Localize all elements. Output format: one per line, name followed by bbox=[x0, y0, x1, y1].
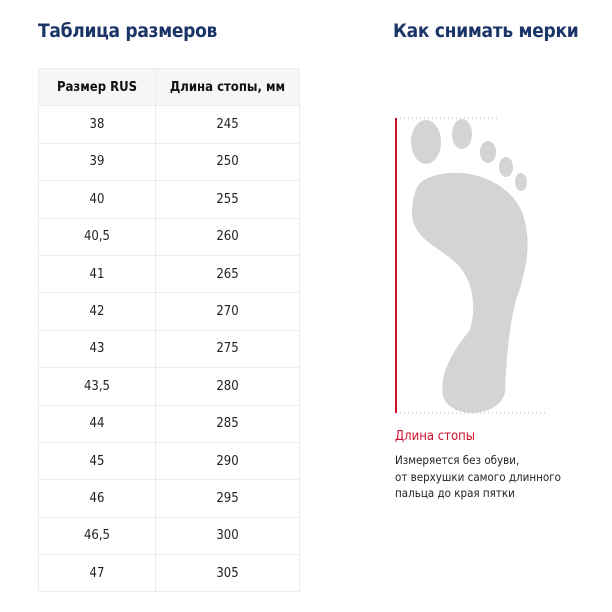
length-cell: 275 bbox=[155, 329, 300, 369]
table-row: 40 255 bbox=[38, 180, 300, 219]
foot-sole bbox=[411, 172, 528, 413]
size-cell: 42 bbox=[38, 292, 156, 331]
toe-3 bbox=[480, 141, 496, 163]
description-line: пальца до края пятки bbox=[395, 486, 515, 500]
table-row: 45 290 bbox=[38, 441, 300, 481]
size-cell: 45 bbox=[38, 441, 156, 481]
description-line: Измеряется без обуви, bbox=[395, 453, 520, 467]
length-cell: 285 bbox=[155, 404, 300, 443]
description-line: от верхушки самого длинного bbox=[395, 469, 561, 484]
toe-5 bbox=[515, 173, 527, 191]
size-table: Размер RUS Длина стопы, мм 38 245 39 250 40 2… bbox=[38, 67, 300, 593]
length-cell: 300 bbox=[155, 516, 300, 556]
size-cell: 43,5 bbox=[38, 367, 156, 406]
size-cell: 47 bbox=[38, 554, 156, 593]
length-cell: 250 bbox=[155, 142, 300, 182]
column-header-length: Длина стопы, мм bbox=[155, 67, 300, 107]
table-row: 41 265 bbox=[38, 254, 300, 294]
table-row: 43,5 280 bbox=[38, 367, 300, 406]
measure-title: Как снимать мерки bbox=[393, 20, 579, 42]
size-table-title: Таблица размеров bbox=[38, 20, 218, 42]
length-cell: 245 bbox=[155, 105, 300, 144]
size-cell: 41 bbox=[38, 254, 156, 294]
foot-length-label: Длина стопы bbox=[395, 429, 476, 444]
table-row: 40,5 260 bbox=[38, 217, 300, 256]
size-cell: 40 bbox=[38, 180, 156, 219]
size-cell: 44 bbox=[38, 404, 156, 443]
table-row: 47 305 bbox=[38, 554, 300, 593]
toe-4 bbox=[499, 157, 513, 177]
big-toe bbox=[411, 120, 441, 164]
size-cell: 46,5 bbox=[38, 516, 156, 556]
toe-2 bbox=[452, 119, 472, 149]
table-row: 39 250 bbox=[38, 142, 300, 182]
table-header-row: Размер RUS Длина стопы, мм bbox=[38, 67, 300, 107]
length-cell: 270 bbox=[155, 292, 300, 331]
table-row: 44 285 bbox=[38, 404, 300, 443]
length-cell: 265 bbox=[155, 254, 300, 294]
table-row: 43 275 bbox=[38, 329, 300, 369]
size-cell: 39 bbox=[38, 142, 156, 182]
table-row: 42 270 bbox=[38, 292, 300, 331]
column-header-size: Размер RUS bbox=[38, 67, 156, 107]
length-cell: 295 bbox=[155, 479, 300, 518]
table-row: 46,5 300 bbox=[38, 516, 300, 556]
length-cell: 290 bbox=[155, 441, 300, 481]
length-cell: 280 bbox=[155, 367, 300, 406]
size-cell: 43 bbox=[38, 329, 156, 369]
table-row: 38 245 bbox=[38, 105, 300, 144]
length-cell: 305 bbox=[155, 554, 300, 593]
measure-description: Измеряется без обуви, от верхушки самого… bbox=[395, 452, 561, 502]
size-cell: 40,5 bbox=[38, 217, 156, 256]
